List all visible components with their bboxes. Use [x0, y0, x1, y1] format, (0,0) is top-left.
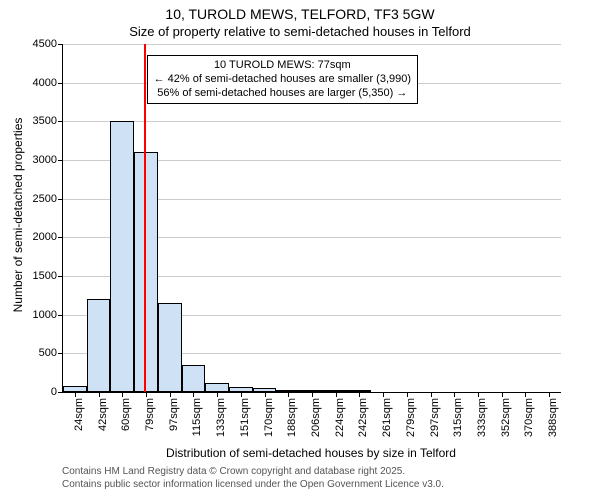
- y-tick-label: 3000: [33, 154, 63, 166]
- x-tick-mark: [502, 392, 503, 397]
- x-tick-mark: [383, 392, 384, 397]
- x-tick-label: 242sqm: [357, 398, 369, 437]
- x-tick-mark: [359, 392, 360, 397]
- x-tick-mark: [525, 392, 526, 397]
- y-tick-label: 0: [51, 386, 63, 398]
- x-tick-mark: [478, 392, 479, 397]
- histogram-bar: [134, 152, 158, 392]
- x-tick-label: 133sqm: [215, 398, 227, 437]
- x-tick-mark: [312, 392, 313, 397]
- histogram-bar: [158, 303, 182, 392]
- histogram-bar: [110, 121, 134, 392]
- x-tick-mark: [122, 392, 123, 397]
- y-axis-title: Number of semi-detached properties: [11, 115, 25, 315]
- y-tick-label: 4000: [33, 77, 63, 89]
- x-tick-label: 115sqm: [191, 398, 203, 436]
- x-tick-label: 60sqm: [120, 398, 132, 431]
- y-tick-label: 1000: [33, 309, 63, 321]
- x-tick-label: 279sqm: [405, 398, 417, 437]
- y-tick-label: 500: [39, 347, 63, 359]
- x-tick-mark: [241, 392, 242, 397]
- x-tick-label: 206sqm: [310, 398, 322, 437]
- footer-line2: Contains public sector information licen…: [62, 479, 444, 492]
- x-tick-mark: [99, 392, 100, 397]
- x-tick-label: 370sqm: [523, 398, 535, 437]
- x-tick-mark: [431, 392, 432, 397]
- x-tick-label: 224sqm: [334, 398, 346, 437]
- x-tick-label: 188sqm: [286, 398, 298, 437]
- annotation-box: 10 TUROLD MEWS: 77sqm← 42% of semi-detac…: [147, 55, 418, 104]
- x-tick-label: 24sqm: [73, 398, 85, 431]
- x-tick-label: 297sqm: [429, 398, 441, 437]
- x-tick-mark: [407, 392, 408, 397]
- x-tick-mark: [75, 392, 76, 397]
- x-tick-label: 388sqm: [547, 398, 559, 437]
- x-tick-mark: [146, 392, 147, 397]
- y-tick-label: 2000: [33, 231, 63, 243]
- histogram-bar: [182, 365, 206, 392]
- x-tick-label: 315sqm: [452, 398, 464, 437]
- x-tick-label: 97sqm: [168, 398, 180, 431]
- y-tick-label: 1500: [33, 270, 63, 282]
- x-tick-label: 352sqm: [500, 398, 512, 437]
- x-tick-mark: [454, 392, 455, 397]
- x-tick-mark: [549, 392, 550, 397]
- grid-line: [63, 44, 561, 45]
- x-tick-mark: [336, 392, 337, 397]
- x-tick-label: 79sqm: [144, 398, 156, 431]
- chart-title-line1: 10, TUROLD MEWS, TELFORD, TF3 5GW: [0, 6, 600, 22]
- x-tick-label: 261sqm: [381, 398, 393, 437]
- chart-root: 10, TUROLD MEWS, TELFORD, TF3 5GW Size o…: [0, 0, 600, 500]
- x-tick-mark: [265, 392, 266, 397]
- x-tick-mark: [288, 392, 289, 397]
- x-tick-label: 170sqm: [263, 398, 275, 437]
- subject-property-marker: [144, 44, 146, 392]
- x-tick-mark: [217, 392, 218, 397]
- x-tick-mark: [193, 392, 194, 397]
- y-tick-label: 4500: [33, 38, 63, 50]
- annotation-line2: ← 42% of semi-detached houses are smalle…: [154, 73, 411, 87]
- x-axis-title: Distribution of semi-detached houses by …: [62, 446, 560, 460]
- annotation-line3: 56% of semi-detached houses are larger (…: [154, 87, 411, 101]
- y-tick-label: 2500: [33, 193, 63, 205]
- y-tick-label: 3500: [33, 115, 63, 127]
- footer-attribution: Contains HM Land Registry data © Crown c…: [62, 466, 444, 491]
- x-tick-label: 151sqm: [239, 398, 251, 437]
- grid-line: [63, 121, 561, 122]
- x-tick-mark: [170, 392, 171, 397]
- histogram-bar: [205, 383, 229, 392]
- x-tick-label: 42sqm: [97, 398, 109, 431]
- x-tick-label: 333sqm: [476, 398, 488, 437]
- chart-title-line2: Size of property relative to semi-detach…: [0, 24, 600, 39]
- footer-line1: Contains HM Land Registry data © Crown c…: [62, 466, 444, 479]
- annotation-line1: 10 TUROLD MEWS: 77sqm: [154, 59, 411, 73]
- histogram-bar: [87, 299, 111, 392]
- plot-area: 05001000150020002500300035004000450024sq…: [62, 44, 561, 393]
